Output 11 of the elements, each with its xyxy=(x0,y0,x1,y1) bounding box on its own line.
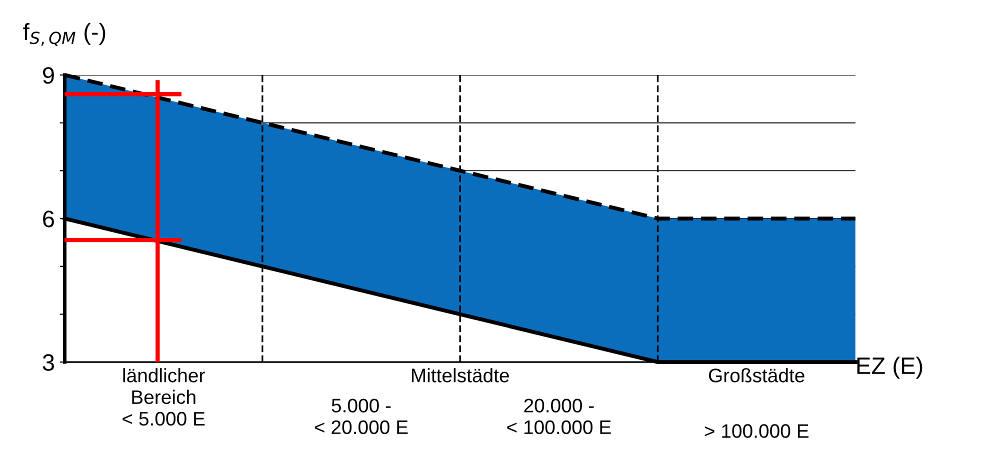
y-axis-title: f$_{S,QM}$ (-) xyxy=(23,22,106,46)
text: Großstädte xyxy=(708,368,804,382)
text: Mittelstädte xyxy=(412,368,509,382)
text: ländlicher Bereich < 5.000 E xyxy=(122,368,205,426)
y-tick-label: 3 xyxy=(42,354,54,371)
x-axis-title: EZ (E) xyxy=(857,356,922,379)
y-tick-label: 6 xyxy=(43,210,54,228)
text: 20.000 - < 100.000 E xyxy=(507,398,611,434)
y-tick-label: 9 xyxy=(43,67,54,84)
text: 5.000 - < 20.000 E xyxy=(314,398,408,434)
text: > 100.000 E xyxy=(704,424,808,438)
